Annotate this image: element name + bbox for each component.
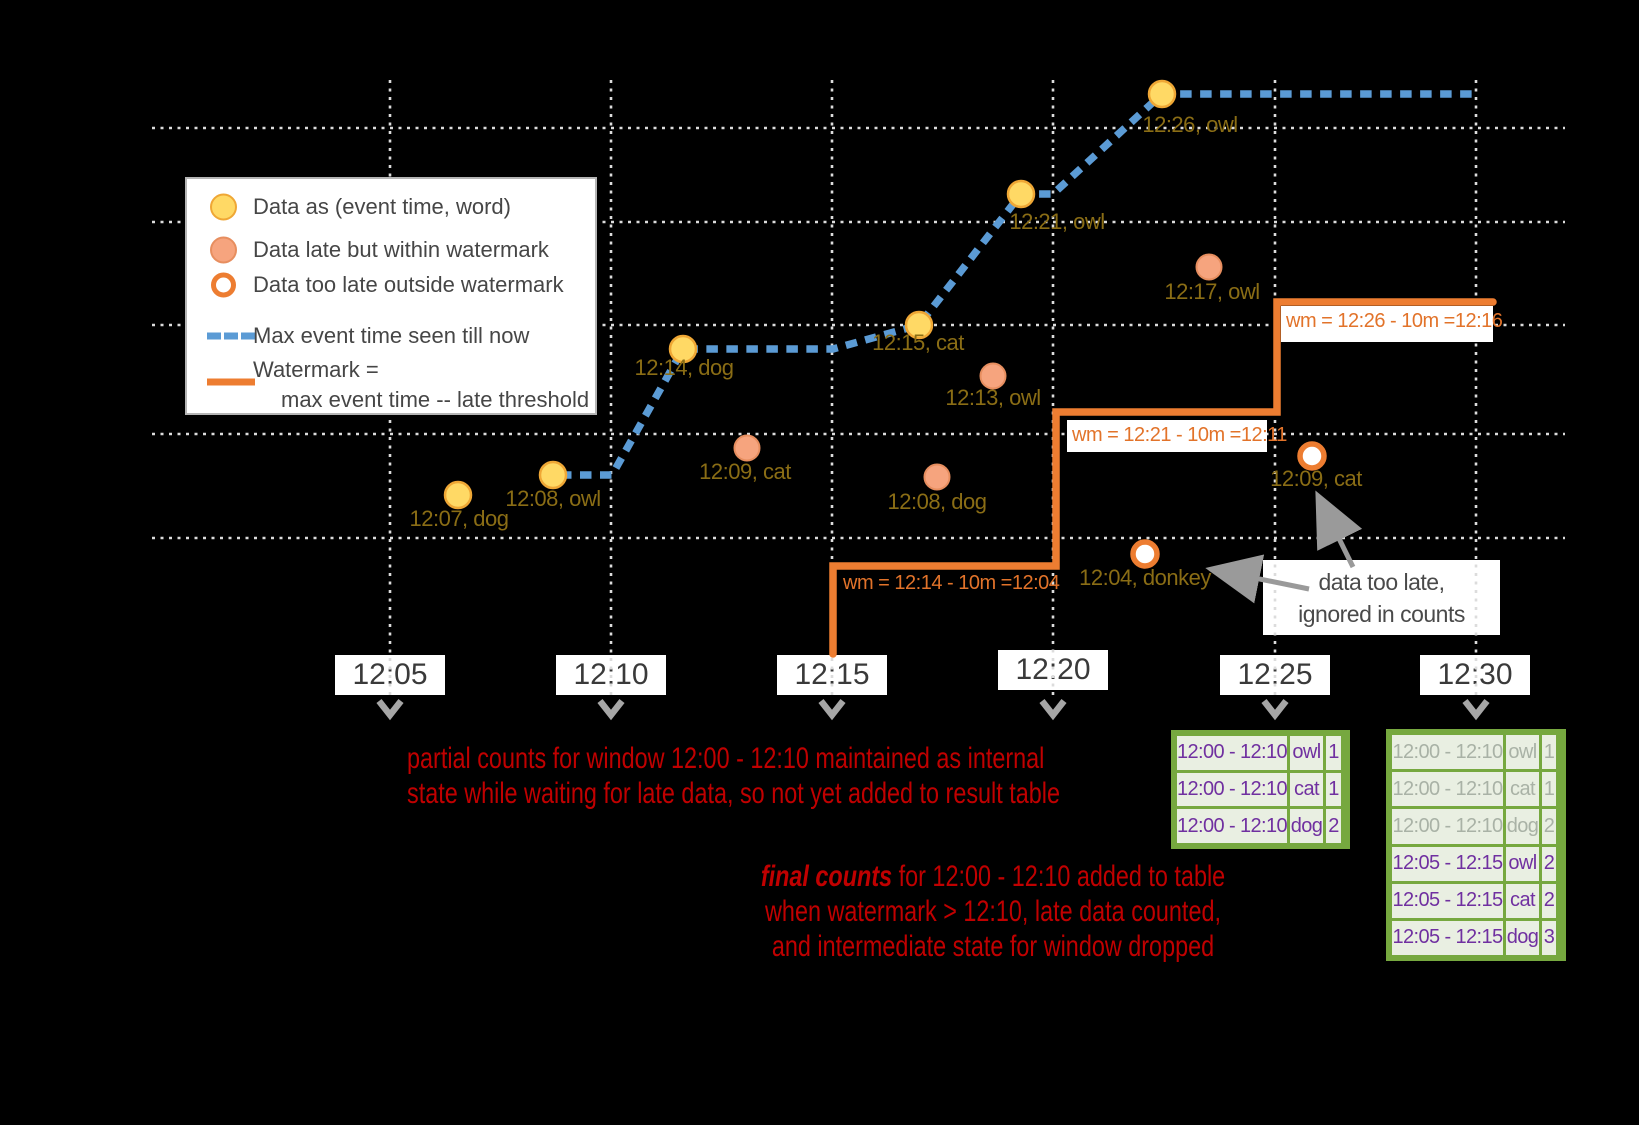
table-cell-window: 12:00 - 12:10 <box>1177 809 1288 843</box>
data-point-label: 12:08, dog <box>887 489 987 514</box>
data-point-label: 12:13, owl <box>945 385 1041 410</box>
final-counts-annotation: final counts for 12:00 - 12:10 added to … <box>716 859 1270 964</box>
table-cell-count: 1 <box>1542 772 1556 807</box>
partial-counts-annotation: partial counts for window 12:00 - 12:10 … <box>407 741 1061 811</box>
table-cell-window: 12:00 - 12:10 <box>1392 809 1503 844</box>
table-cell-window: 12:00 - 12:10 <box>1177 772 1288 807</box>
data-point-label: 12:09, cat <box>699 459 791 484</box>
result-table-12-30: 12:00 - 12:10 owl 1 12:00 - 12:10 cat 1 … <box>1386 729 1566 961</box>
final-counts-emphasis: final counts <box>760 860 893 893</box>
watermark-value-box-3: wm = 12:26 - 10m =12:16 <box>1281 306 1503 342</box>
table-cell-word: owl <box>1506 846 1539 881</box>
legend-on-time-label: Data as (event time, word) <box>253 194 511 219</box>
axis-tick-12-10: 12:10 <box>556 655 666 695</box>
axis-tick-12-20: 12:20 <box>998 650 1108 690</box>
table-cell-word: dog <box>1290 809 1323 843</box>
axis-tick-12-15: 12:15 <box>777 655 887 695</box>
table-cell-word: cat <box>1506 772 1539 807</box>
table-cell-window: 12:00 - 12:10 <box>1392 735 1503 770</box>
final-counts-line2: when watermark > 12:10, late data counte… <box>765 895 1221 928</box>
data-point-label: 12:15, cat <box>872 330 964 355</box>
table-cell-count: 2 <box>1542 846 1556 881</box>
data-point-label: 12:09, cat <box>1270 466 1362 491</box>
on-time-dot-icon <box>210 193 237 221</box>
max-event-line-icon <box>207 332 255 340</box>
table-cell-word: dog <box>1506 920 1539 955</box>
legend-watermark-label-2: max event time -- late threshold <box>281 387 590 412</box>
partial-counts-line2: state while waiting for late data, so no… <box>407 777 1061 810</box>
legend-too-late-label: Data too late outside watermark <box>253 272 564 297</box>
table-cell-count: 1 <box>1326 736 1341 770</box>
table-cell-window: 12:05 - 12:15 <box>1392 920 1503 955</box>
partial-counts-line1: partial counts for window 12:00 - 12:10 … <box>407 742 1045 775</box>
result-table-12-25: 12:00 - 12:10 owl 1 12:00 - 12:10 cat 1 … <box>1171 730 1350 849</box>
axis-tick-12-25: 12:25 <box>1220 655 1330 695</box>
table-cell-word: owl <box>1506 735 1539 770</box>
data-point-label: 12:14, dog <box>634 355 734 380</box>
late-points <box>733 253 1223 491</box>
table-cell-count: 3 <box>1542 920 1556 955</box>
table-cell-window: 12:00 - 12:10 <box>1177 736 1288 770</box>
table-cell-word: cat <box>1506 883 1539 918</box>
data-point-label: 12:17, owl <box>1164 279 1260 304</box>
watermark-value-box-2: wm = 12:21 - 10m =12:11 <box>1067 420 1287 452</box>
axis-tick-12-05: 12:05 <box>335 655 445 695</box>
too-late-note-line2: ignored in counts <box>1298 600 1465 627</box>
final-counts-line1-rest: for 12:00 - 12:10 added to table <box>892 860 1226 893</box>
table-cell-count: 2 <box>1326 809 1341 843</box>
watermark-line-icon <box>207 378 255 386</box>
table-cell-word: cat <box>1290 772 1323 807</box>
data-point-label: 12:21, owl <box>1009 209 1105 234</box>
legend: Data as (event time, word) Data late but… <box>185 177 597 415</box>
watermark-value-2: wm = 12:21 - 10m =12:11 <box>1072 424 1287 446</box>
watermark-value-1: wm = 12:14 - 10m =12:04 <box>843 572 1060 594</box>
legend-late-label: Data late but within watermark <box>253 237 549 262</box>
data-point-label: 12:07, dog <box>409 506 509 531</box>
too-late-points <box>1130 441 1327 569</box>
legend-watermark-label-1: Watermark = <box>253 357 379 382</box>
data-point-label: 12:08, owl <box>505 486 601 511</box>
late-dot-icon <box>210 236 237 264</box>
table-cell-window: 12:05 - 12:15 <box>1392 846 1503 881</box>
table-cell-count: 1 <box>1542 735 1556 770</box>
table-cell-window: 12:05 - 12:15 <box>1392 883 1503 918</box>
final-counts-line1: final counts for 12:00 - 12:10 added to … <box>716 859 1270 894</box>
table-cell-word: owl <box>1290 736 1323 770</box>
axis-tick-12-30: 12:30 <box>1420 655 1530 695</box>
table-cell-count: 2 <box>1542 883 1556 918</box>
trigger-arrow-icons <box>376 698 1490 721</box>
final-counts-line3: and intermediate state for window droppe… <box>771 930 1215 963</box>
data-point-label: 12:26, owl <box>1142 112 1238 137</box>
table-cell-count: 1 <box>1326 772 1341 807</box>
too-late-note: data too late, ignored in counts <box>1263 560 1500 635</box>
data-point-label: 12:04, donkey <box>1079 565 1211 590</box>
table-cell-word: dog <box>1506 809 1539 844</box>
watermark-value-3: wm = 12:26 - 10m =12:16 <box>1286 310 1503 332</box>
table-cell-count: 2 <box>1542 809 1556 844</box>
too-late-ring-icon <box>211 272 236 298</box>
too-late-note-line1: data too late, <box>1318 568 1446 595</box>
table-cell-window: 12:00 - 12:10 <box>1392 772 1503 807</box>
legend-max-event-label: Max event time seen till now <box>253 323 530 348</box>
max-event-time-line <box>560 90 1477 479</box>
